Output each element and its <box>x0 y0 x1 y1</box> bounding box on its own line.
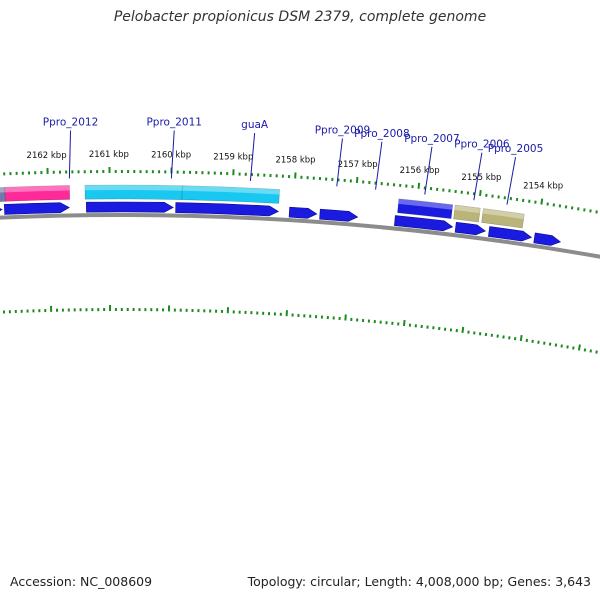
cds-arrow[interactable] <box>454 221 487 236</box>
scale-label: 2159 kbp <box>213 152 253 162</box>
feature-highlight <box>398 198 453 210</box>
gene-leader-line <box>424 146 433 195</box>
cds-arrow[interactable] <box>0 205 3 215</box>
inner-tick-ring <box>2 305 598 354</box>
outer-tick <box>540 198 544 205</box>
genome-backbone <box>0 213 600 259</box>
gene-leader-line <box>68 130 72 179</box>
scale-label: 2156 kbp <box>400 166 440 176</box>
map-title: Pelobacter propionicus DSM 2379, complet… <box>113 9 487 25</box>
outer-tick-ring <box>3 167 598 214</box>
cds-arrow[interactable] <box>394 215 454 232</box>
scale-label: 2157 kbp <box>338 160 378 170</box>
outer-tick <box>417 182 421 189</box>
forward-feature-track <box>0 184 525 229</box>
cds-arrow[interactable] <box>488 226 533 242</box>
feature-highlight <box>482 208 525 220</box>
feature-block[interactable] <box>453 204 481 223</box>
feature-block[interactable] <box>4 185 71 202</box>
scale-labels: 2162 kbp 2161 kbp 2160 kbp 2159 kbp 2158 kbp… <box>27 150 564 192</box>
gene-leader-line <box>375 141 383 190</box>
scale-label: 2154 kbp <box>523 182 563 192</box>
inner-tick <box>577 344 581 351</box>
reverse-cds-track <box>0 201 562 246</box>
gene-label[interactable]: Ppro_2011 <box>146 116 201 128</box>
feature-highlight <box>182 185 280 195</box>
gene-leader-line <box>506 157 517 205</box>
feature-highlight <box>454 205 481 214</box>
cds-arrow[interactable] <box>3 202 70 215</box>
scale-label: 2155 kbp <box>461 173 501 183</box>
gene-label[interactable]: Ppro_2008 <box>354 128 409 140</box>
feature-highlight <box>84 185 183 191</box>
genome-summary: Topology: circular; Length: 4,008,000 bp… <box>247 574 591 589</box>
inner-tick <box>461 326 465 334</box>
scale-label: 2162 kbp <box>27 151 67 161</box>
gene-label[interactable]: Ppro_2009 <box>315 124 370 136</box>
feature-highlight <box>0 187 6 193</box>
gene-leader-line <box>473 152 483 201</box>
gene-leader-line <box>336 138 343 187</box>
inner-tick <box>595 350 598 354</box>
scale-label: 2160 kbp <box>151 150 191 160</box>
cds-arrow[interactable] <box>86 201 174 213</box>
scale-label: 2161 kbp <box>89 150 129 160</box>
gene-label[interactable]: guaA <box>241 119 269 131</box>
gene-label[interactable]: Ppro_2012 <box>43 116 98 128</box>
cds-arrow[interactable] <box>288 206 318 219</box>
gene-label[interactable]: Ppro_2006 <box>454 139 510 151</box>
inner-tick <box>589 349 593 353</box>
inner-tick <box>572 346 575 350</box>
inner-tick <box>566 345 569 349</box>
cds-arrow[interactable] <box>319 208 359 222</box>
gene-leader-line <box>249 133 256 182</box>
gene-leader-line <box>170 130 175 179</box>
inner-tick <box>519 334 523 342</box>
inner-tick <box>402 319 406 327</box>
gene-labels: Ppro_2012 Ppro_2011 guaA Ppro_2009Ppro_2008… <box>43 116 543 205</box>
scale-label: 2158 kbp <box>275 155 315 165</box>
inner-tick <box>583 348 587 352</box>
outer-tick <box>589 209 592 213</box>
cds-arrow[interactable] <box>175 202 280 217</box>
feature-block[interactable] <box>181 185 280 204</box>
outer-tick <box>355 176 359 184</box>
inner-tick <box>344 314 347 321</box>
outer-tick <box>595 210 598 214</box>
feature-block[interactable] <box>481 208 525 229</box>
gene-label[interactable]: Ppro_2007 <box>404 133 459 145</box>
accession-label: Accession: NC_008609 <box>10 574 153 589</box>
feature-block[interactable] <box>397 198 454 219</box>
cds-arrow[interactable] <box>533 232 562 246</box>
outer-tick <box>479 189 482 197</box>
gene-label[interactable]: Ppro_2005 <box>488 143 543 155</box>
feature-highlight <box>4 185 70 193</box>
